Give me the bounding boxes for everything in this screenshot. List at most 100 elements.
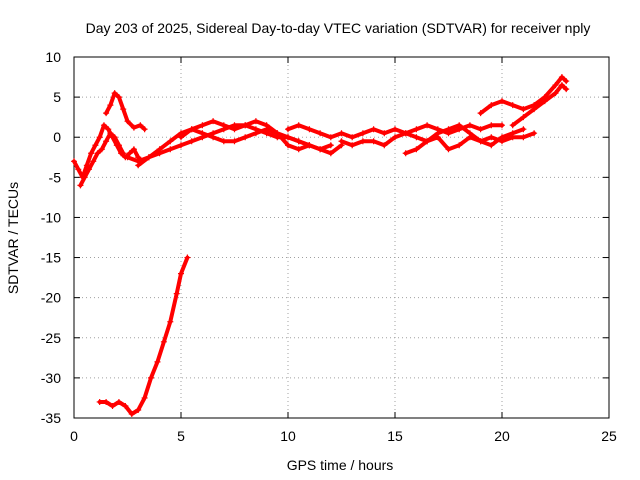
data-point — [541, 98, 548, 105]
data-point — [100, 122, 107, 129]
data-point — [96, 134, 103, 141]
data-point — [210, 118, 217, 125]
data-point — [413, 134, 420, 141]
data-point — [531, 130, 538, 137]
series-line — [478, 75, 569, 116]
y-tick-label: -20 — [41, 290, 61, 306]
y-tick-label: 5 — [53, 89, 61, 105]
data-point — [263, 122, 270, 129]
data-point — [115, 398, 122, 405]
data-point — [156, 146, 163, 153]
plot-frame — [73, 56, 610, 419]
data-point — [509, 122, 516, 129]
data-point — [109, 402, 116, 409]
data-point — [488, 134, 495, 141]
data-point — [295, 122, 302, 129]
data-point — [402, 130, 409, 137]
data-point — [456, 122, 463, 129]
data-point — [520, 114, 527, 121]
data-point — [327, 134, 334, 141]
data-point — [199, 122, 206, 129]
data-point — [477, 126, 484, 133]
series-arc-11 — [509, 82, 570, 129]
data-point — [81, 174, 88, 181]
x-axis-label: GPS time / hours — [287, 457, 394, 473]
data-point — [111, 90, 118, 97]
data-point — [477, 138, 484, 145]
data-point — [199, 130, 206, 137]
data-series — [71, 74, 570, 417]
data-point — [231, 126, 238, 133]
data-point — [252, 118, 259, 125]
data-point — [392, 126, 398, 133]
data-point — [71, 158, 77, 165]
data-point — [317, 130, 324, 137]
data-point — [552, 90, 559, 97]
data-point — [135, 406, 142, 413]
grid — [74, 57, 609, 418]
series-line — [104, 91, 147, 132]
data-point — [173, 290, 180, 297]
data-point — [154, 358, 161, 365]
data-point — [178, 142, 184, 149]
data-point — [349, 142, 356, 149]
data-point — [220, 138, 227, 145]
data-point — [210, 134, 217, 141]
data-point — [188, 138, 195, 145]
data-point — [563, 86, 570, 93]
data-point — [392, 134, 398, 141]
data-point — [252, 130, 259, 137]
data-point — [381, 130, 388, 137]
data-point — [90, 158, 97, 165]
data-point — [135, 162, 142, 169]
data-point — [295, 138, 302, 145]
y-tick-label: -25 — [41, 330, 61, 346]
data-point — [285, 142, 291, 149]
series-line — [136, 127, 344, 168]
data-point — [83, 162, 90, 169]
data-point — [285, 126, 291, 133]
data-point — [231, 138, 238, 145]
series-line — [403, 123, 526, 156]
data-point — [370, 126, 377, 133]
data-point — [107, 102, 114, 109]
data-point — [242, 134, 249, 141]
x-tick-label: 20 — [494, 428, 510, 444]
data-point — [466, 122, 473, 129]
data-point — [111, 134, 118, 141]
data-point — [552, 82, 559, 89]
y-tick-label: -30 — [41, 370, 61, 386]
y-tick-label: 10 — [45, 49, 61, 65]
data-point — [306, 142, 313, 149]
data-point — [285, 134, 291, 141]
data-point — [445, 146, 452, 153]
data-point — [509, 130, 516, 137]
data-point — [141, 394, 148, 401]
data-point — [445, 126, 452, 133]
data-point — [359, 138, 366, 145]
x-tick-label: 15 — [387, 428, 403, 444]
data-point — [130, 124, 137, 131]
data-point — [456, 142, 463, 149]
data-point — [94, 150, 101, 157]
data-point — [381, 142, 388, 149]
data-point — [466, 130, 473, 137]
data-point — [509, 102, 516, 109]
data-point — [178, 270, 184, 277]
data-point — [103, 110, 110, 117]
data-point — [434, 130, 441, 137]
data-point — [424, 138, 431, 145]
x-tick-label: 10 — [280, 428, 296, 444]
data-point — [115, 142, 122, 149]
data-point — [499, 134, 505, 141]
series-arc-9 — [402, 122, 527, 157]
data-point — [167, 146, 174, 153]
data-point — [558, 74, 565, 81]
x-tick-label: 5 — [177, 428, 185, 444]
data-point — [145, 154, 152, 161]
y-tick-label: -10 — [41, 209, 61, 225]
data-point — [124, 118, 131, 125]
data-point — [105, 126, 112, 133]
data-point — [103, 138, 110, 145]
data-point — [130, 146, 137, 153]
